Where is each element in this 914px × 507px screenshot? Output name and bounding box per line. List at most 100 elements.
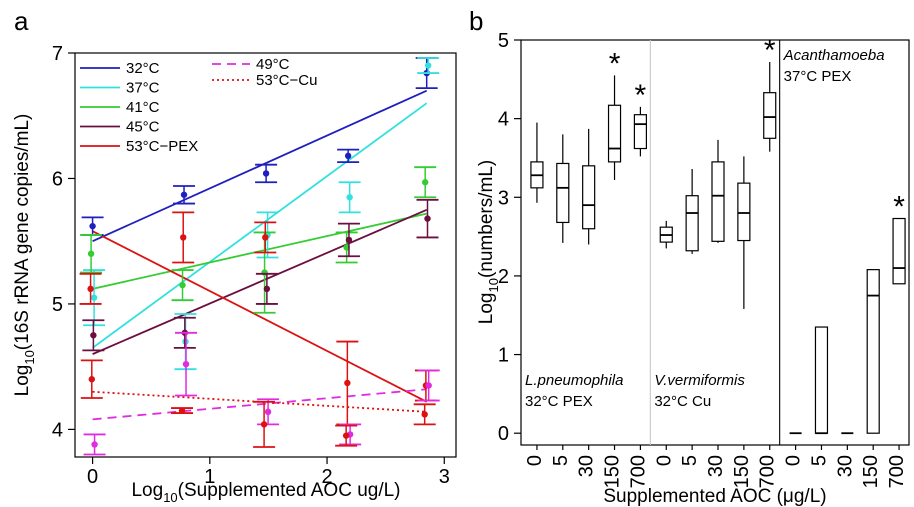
box: [737, 182, 751, 242]
y-tick-label: 1: [498, 345, 509, 367]
x-tick-label: 5: [808, 455, 830, 466]
x-tick-label: 0: [87, 466, 98, 488]
legend-entry: 53°C−PEX: [126, 138, 198, 155]
y-tick-label: 0: [498, 423, 509, 445]
box: [582, 165, 596, 230]
condition-label: 32°C Cu: [654, 393, 711, 410]
box: [685, 195, 699, 252]
data-point: [88, 376, 95, 383]
data-point: [178, 407, 186, 414]
data-point: [425, 382, 432, 389]
panel-b-plot-frame: [520, 39, 910, 446]
panel-a-x-axis-label: Log10(Supplemented AOC ug/L): [131, 480, 400, 505]
x-tick-label: 3: [439, 466, 450, 488]
legend-entry: 41°C: [126, 99, 160, 116]
x-tick-label: 30: [834, 455, 856, 477]
data-point: [91, 441, 98, 448]
organism-label: L.pneumophila: [525, 372, 623, 389]
data-point: [90, 332, 97, 339]
data-point: [180, 234, 187, 241]
box: [607, 104, 622, 163]
data-point: [264, 408, 272, 416]
fit-line-series-0: [92, 89, 428, 243]
fit-line-series-1: [92, 102, 428, 349]
panel-a-label: a: [14, 6, 29, 36]
x-tick-label: 150: [731, 455, 753, 488]
data-point: [344, 152, 352, 160]
panel-a-legend: 32°C 37°C 41°C 45°C 53°C−PEX 49°C53°C−Cu: [80, 56, 317, 155]
data-point: [179, 281, 186, 289]
box: [711, 161, 725, 242]
data-point: [89, 222, 96, 230]
significance-marker: *: [635, 79, 647, 112]
y-tick-label: 4: [52, 419, 63, 441]
x-tick-label: 30: [576, 455, 598, 477]
box: [866, 269, 880, 434]
y-tick-label: 5: [52, 294, 63, 316]
organism-label: V.vermiformis: [654, 372, 745, 389]
x-tick-label: 700: [886, 455, 908, 488]
y-tick-label: 4: [498, 109, 509, 131]
data-point: [87, 250, 95, 257]
data-point: [262, 234, 269, 241]
legend-entry: 37°C: [126, 80, 160, 97]
panel-a: a 0 1 2 3 4 5 6 7 32°C 37°C 41°C 45°C 53°C−PEX 49°C5…: [12, 6, 457, 505]
significance-marker: *: [893, 191, 905, 224]
y-tick-label: 5: [498, 30, 509, 52]
box: [763, 92, 777, 139]
legend-entry: 32°C: [126, 60, 160, 77]
data-point: [260, 421, 268, 428]
data-point: [263, 285, 271, 293]
y-tick-label: 6: [52, 168, 63, 190]
data-point: [421, 179, 429, 186]
x-tick-label: 1: [204, 466, 215, 488]
box: [556, 162, 570, 224]
y-tick-label: 2: [498, 266, 509, 288]
x-tick-label: 30: [705, 455, 727, 477]
organism-label: Acanthamoeba: [783, 47, 885, 64]
box: [633, 114, 648, 150]
legend-entry: 53°C−Cu: [256, 72, 317, 89]
data-point: [342, 432, 350, 439]
x-tick-label: 150: [602, 455, 624, 488]
data-point: [90, 294, 98, 301]
legend-entry: 49°C: [256, 56, 290, 73]
fit-line-series-2: [92, 212, 427, 290]
panel-a-plot-frame: [74, 52, 457, 458]
panel-b-label: b: [469, 6, 483, 36]
x-tick-label: 2: [321, 466, 332, 488]
significance-marker: *: [609, 47, 621, 80]
box: [814, 326, 829, 434]
x-tick-label: 0: [653, 455, 675, 466]
x-tick-label: 0: [783, 455, 805, 466]
data-point: [345, 236, 353, 244]
x-tick-label: 5: [550, 455, 572, 466]
data-point: [424, 215, 431, 222]
data-point: [180, 191, 188, 198]
data-point: [344, 379, 351, 387]
x-tick-label: 150: [860, 455, 882, 488]
data-point: [346, 194, 353, 201]
x-tick-label: 0: [524, 455, 546, 466]
significance-marker: *: [764, 34, 776, 67]
data-point: [421, 411, 428, 418]
box: [892, 217, 906, 285]
condition-label: 32°C PEX: [525, 393, 593, 410]
data-point: [262, 170, 270, 177]
legend-entry: 45°C: [126, 119, 160, 136]
x-tick-label: 700: [627, 455, 649, 488]
data-point: [87, 285, 94, 293]
data-point: [424, 62, 432, 69]
fit-line-series-4: [92, 230, 428, 403]
fit-line-series-5: [92, 388, 427, 421]
x-tick-label: 5: [679, 455, 701, 466]
y-tick-label: 7: [52, 43, 63, 65]
data-point: [182, 360, 190, 368]
panel-a-y-axis-label: Log10(16S rRNA gene copies/mL): [12, 114, 37, 397]
fit-line-series-3: [92, 209, 428, 355]
panel-b-y-axis-label: Log10(numbers/mL): [476, 160, 501, 324]
condition-label: 37°C PEX: [784, 68, 852, 85]
panel-b-x-axis-label: Supplemented AOC (μg/L): [603, 486, 826, 507]
